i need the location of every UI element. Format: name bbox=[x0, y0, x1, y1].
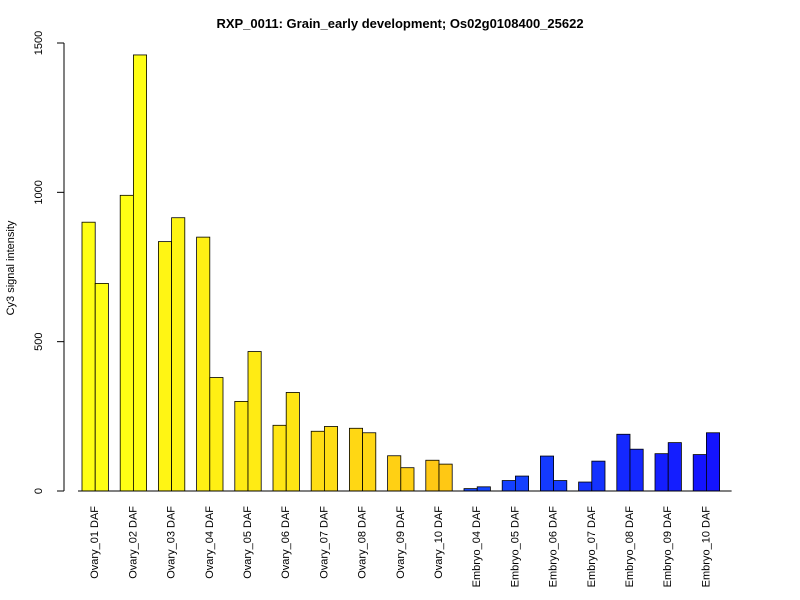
chart-title: RXP_0011: Grain_early development; Os02g… bbox=[216, 16, 583, 31]
category-label: Ovary_09 DAF bbox=[395, 506, 407, 579]
bar bbox=[310, 430, 325, 492]
bar bbox=[209, 377, 224, 492]
category-label: Embryo_07 DAF bbox=[586, 506, 598, 588]
y-tick-label: 1000 bbox=[33, 180, 45, 204]
bar bbox=[247, 351, 262, 492]
bar bbox=[476, 486, 491, 492]
bar bbox=[171, 217, 186, 492]
category-labels: Ovary_01 DAF Ovary_02 DAF Ovary_03 DAF Ovar… bbox=[89, 506, 712, 588]
bar bbox=[578, 481, 593, 492]
bar bbox=[553, 480, 568, 492]
category-label: Embryo_10 DAF bbox=[700, 506, 712, 588]
bar bbox=[400, 467, 415, 492]
category-label: Ovary_06 DAF bbox=[280, 506, 292, 579]
bar bbox=[285, 392, 300, 492]
bar bbox=[616, 433, 631, 492]
bars-group bbox=[81, 54, 721, 492]
bar bbox=[387, 455, 402, 492]
bar bbox=[348, 427, 363, 492]
category-label: Embryo_06 DAF bbox=[548, 506, 560, 588]
bar bbox=[667, 442, 682, 492]
y-tick-label: 1500 bbox=[33, 31, 45, 55]
bar bbox=[157, 241, 172, 492]
category-label: Ovary_04 DAF bbox=[204, 506, 216, 579]
bar bbox=[425, 459, 440, 492]
bar bbox=[515, 475, 530, 492]
bar bbox=[540, 455, 555, 492]
bar bbox=[196, 236, 211, 492]
category-label: Ovary_03 DAF bbox=[166, 506, 178, 579]
bar bbox=[438, 463, 453, 492]
category-label: Ovary_01 DAF bbox=[89, 506, 101, 579]
y-tick-label: 500 bbox=[33, 332, 45, 350]
bar bbox=[94, 283, 109, 492]
bar bbox=[272, 424, 287, 492]
bar bbox=[362, 432, 377, 492]
category-label: Embryo_08 DAF bbox=[624, 506, 636, 588]
bar bbox=[692, 454, 707, 492]
category-label: Ovary_02 DAF bbox=[127, 506, 139, 579]
bar bbox=[81, 221, 96, 492]
bar bbox=[323, 426, 338, 492]
category-label: Ovary_05 DAF bbox=[242, 506, 254, 579]
bar bbox=[706, 432, 721, 492]
category-label: Ovary_07 DAF bbox=[318, 506, 330, 579]
bar bbox=[501, 480, 516, 492]
bar bbox=[132, 54, 147, 492]
bar bbox=[119, 194, 134, 492]
y-axis-label: Cy3 signal intensity bbox=[5, 220, 17, 315]
category-label: Ovary_08 DAF bbox=[357, 506, 369, 579]
bar bbox=[654, 453, 669, 492]
category-label: Embryo_05 DAF bbox=[509, 506, 521, 588]
bar bbox=[591, 460, 606, 492]
bar bbox=[234, 400, 249, 492]
category-label: Ovary_10 DAF bbox=[433, 506, 445, 579]
category-label: Embryo_04 DAF bbox=[471, 506, 483, 588]
y-axis: 0 500 1000 1500 bbox=[33, 31, 65, 494]
bar bbox=[629, 448, 644, 492]
category-label: Embryo_09 DAF bbox=[662, 506, 674, 588]
y-tick-label: 0 bbox=[33, 488, 45, 494]
